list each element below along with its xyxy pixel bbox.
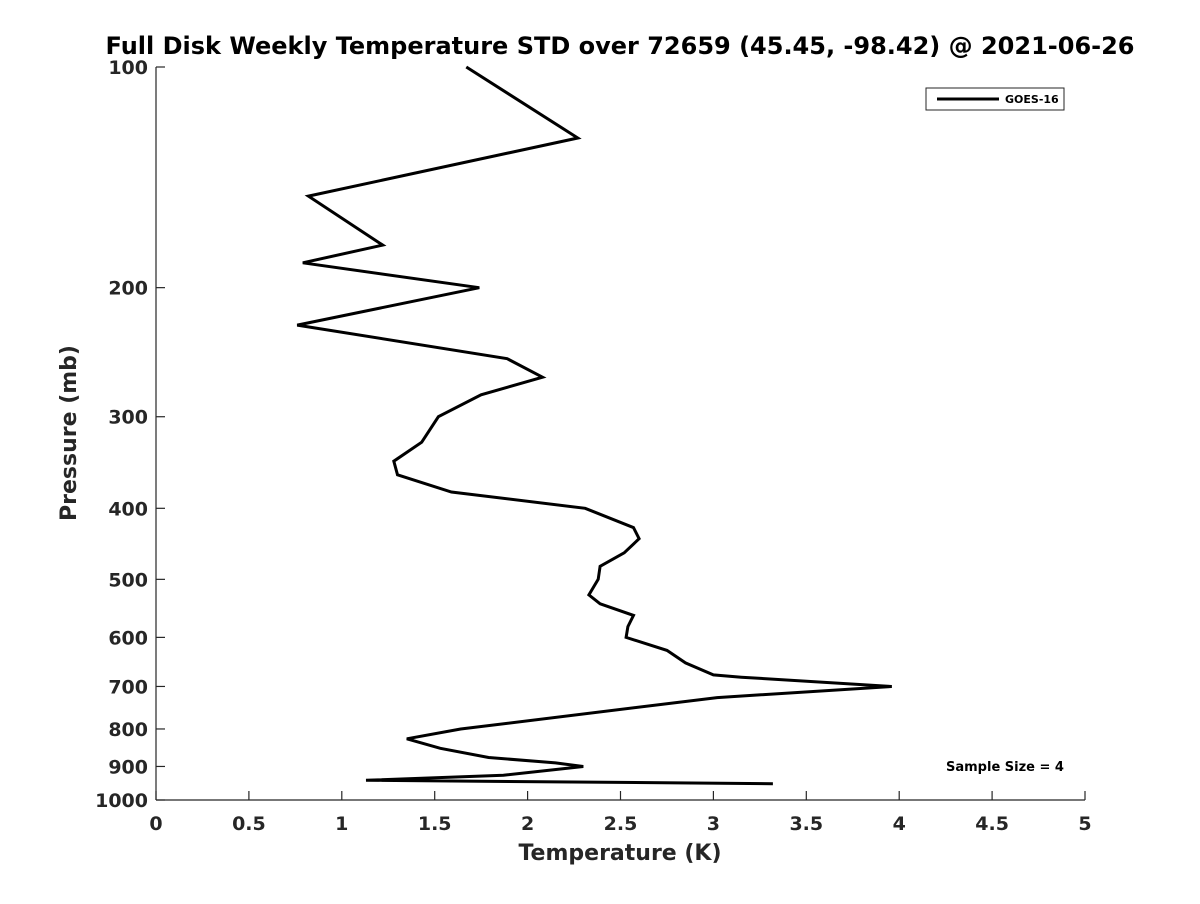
y-axis-ticks: 100 200 300 400 500 600 700 800 900 1000 [95, 57, 165, 812]
chart-title: Full Disk Weekly Temperature STD over 72… [106, 32, 1135, 60]
y-axis-label: Pressure (mb) [57, 345, 82, 521]
x-tick-label: 4 [893, 813, 906, 835]
x-axis-ticks: 0 0.5 1 1.5 2 2.5 3 3.5 4 4.5 5 [149, 791, 1092, 835]
series-layer [296, 65, 892, 786]
sample-size-annotation: Sample Size = 4 [946, 760, 1064, 775]
x-tick-label: 2 [521, 813, 534, 835]
axes [155, 67, 1085, 801]
x-axis-label: Temperature (K) [518, 841, 721, 866]
x-tick-label: 0.5 [232, 813, 266, 835]
y-tick-label: 800 [108, 719, 148, 741]
y-tick-label: 900 [108, 756, 148, 778]
x-tick-label: 1.5 [418, 813, 452, 835]
y-tick-label: 700 [108, 676, 148, 698]
series-line-goes-16 [296, 65, 892, 786]
x-tick-label: 2.5 [604, 813, 638, 835]
y-tick-label: 300 [108, 407, 148, 429]
legend: GOES-16 [925, 87, 1065, 111]
y-tick-label: 600 [108, 627, 148, 649]
y-tick-label: 100 [108, 57, 148, 79]
y-tick-label: 1000 [95, 790, 148, 812]
x-tick-label: 5 [1078, 813, 1091, 835]
x-tick-label: 4.5 [975, 813, 1009, 835]
x-tick-label: 1 [335, 813, 348, 835]
y-tick-label: 500 [108, 569, 148, 591]
y-tick-label: 200 [108, 278, 148, 300]
x-tick-label: 0 [149, 813, 162, 835]
x-tick-label: 3.5 [789, 813, 823, 835]
legend-label-goes-16: GOES-16 [1005, 93, 1059, 106]
y-tick-label: 400 [108, 498, 148, 520]
x-tick-label: 3 [707, 813, 720, 835]
